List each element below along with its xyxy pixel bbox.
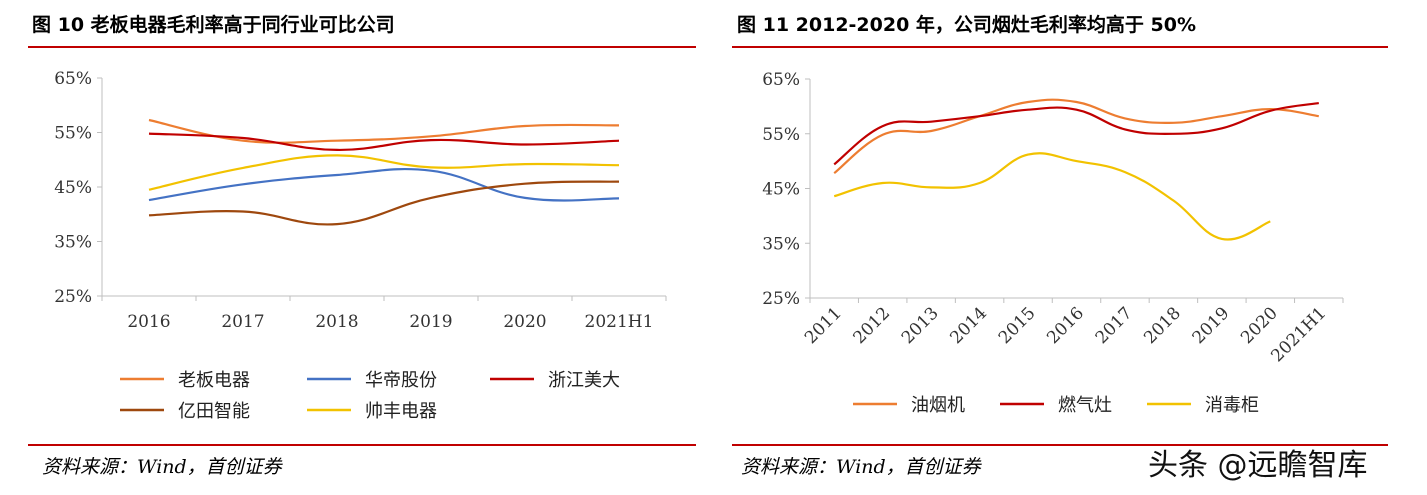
left-legend-label-2: 华帝股份	[365, 370, 437, 391]
right-x-tick-label: 2019	[1189, 303, 1234, 348]
right-y-tick-label: 45%	[762, 180, 800, 200]
left-top-rule	[28, 46, 696, 48]
right-x-tick-label: 2015	[995, 303, 1040, 348]
right-source-note: 资料来源：Wind，首创证券	[741, 456, 981, 478]
left-legend-label-3: 浙江美大	[548, 370, 620, 391]
left-x-tick-label: 2019	[409, 312, 452, 332]
right-y-tick-label: 65%	[762, 70, 800, 90]
right-x-tick-label: 2012	[849, 303, 894, 348]
left-series-line-3	[148, 132, 620, 152]
right-y-tick-label: 25%	[762, 289, 800, 309]
left-bottom-rule	[28, 444, 696, 446]
left-y-tick-label: 35%	[54, 233, 92, 253]
right-series-line-2	[833, 102, 1319, 166]
right-x-tick-label: 2014	[946, 303, 991, 348]
left-x-tick-label: 2017	[221, 312, 264, 332]
left-y-tick-label: 25%	[54, 287, 92, 307]
right-legend-label-2: 燃气灶	[1058, 395, 1112, 416]
right-x-tick-label: 2016	[1043, 303, 1088, 348]
right-x-tick-label: 2013	[898, 303, 943, 348]
right-legend-label-1: 油烟机	[911, 395, 965, 416]
left-series-line-1	[148, 118, 620, 144]
left-x-tick-label: 2021H1	[585, 312, 654, 332]
left-series-line-2	[148, 167, 620, 202]
right-x-tick-label: 2011	[801, 303, 846, 348]
left-x-tick-label: 2018	[315, 312, 358, 332]
left-series-line-4	[148, 180, 620, 226]
left-chart-title: 图 10 老板电器毛利率高于同行业可比公司	[32, 14, 395, 36]
right-y-tick-label: 35%	[762, 234, 800, 254]
left-x-tick-label: 2020	[503, 312, 546, 332]
right-bottom-rule	[732, 444, 1388, 446]
right-legend-label-3: 消毒柜	[1205, 395, 1259, 416]
right-x-tick-label: 2018	[1140, 303, 1185, 348]
left-legend-label-4: 亿田智能	[178, 401, 250, 422]
left-legend-label-1: 老板电器	[178, 370, 250, 391]
right-x-tick-label: 2020	[1237, 303, 1282, 348]
left-legend-label-5: 帅丰电器	[365, 401, 437, 422]
left-y-tick-label: 55%	[54, 124, 92, 144]
left-y-tick-label: 65%	[54, 69, 92, 89]
right-x-tick-label: 2017	[1092, 303, 1137, 348]
left-y-tick-label: 45%	[54, 178, 92, 198]
left-x-tick-label: 2016	[127, 312, 170, 332]
right-top-rule	[732, 46, 1388, 48]
right-series-line-3	[833, 152, 1271, 241]
right-chart-title: 图 11 2012-2020 年，公司烟灶毛利率均高于 50%	[737, 14, 1197, 36]
left-source-note: 资料来源：Wind，首创证券	[42, 456, 282, 478]
watermark: 头条 @远瞻智库	[1148, 448, 1368, 483]
left-series-line-5	[148, 154, 620, 191]
right-y-tick-label: 55%	[762, 125, 800, 145]
